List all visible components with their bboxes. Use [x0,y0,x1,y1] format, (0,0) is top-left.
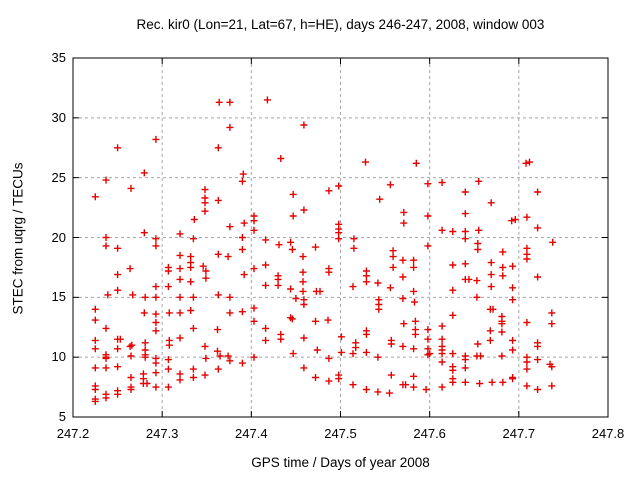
x-tick-label: 247.4 [235,426,268,441]
y-tick-label: 35 [51,50,66,65]
plot-border [72,57,609,418]
chart-title: Rec. kir0 (Lon=21, Lat=67, h=HE), days 2… [136,17,545,32]
x-tick-label: 247.2 [56,426,90,441]
scatter-points [91,96,557,405]
y-tick-label: 15 [51,289,66,305]
x-tick-label: 247.5 [324,426,357,441]
x-axis-title: GPS time / Days of year 2008 [251,455,430,470]
x-tick-label: 247.8 [591,426,625,441]
x-tick-label: 247.7 [502,426,536,441]
x-tick-label: 247.3 [145,426,179,441]
y-tick-label: 25 [51,169,66,185]
y-tick-label: 10 [51,349,66,365]
y-tick-label: 20 [51,229,66,245]
y-tick-label: 5 [58,409,66,424]
x-tick-label: 247.6 [413,426,446,441]
y-tick-label: 30 [51,109,66,125]
